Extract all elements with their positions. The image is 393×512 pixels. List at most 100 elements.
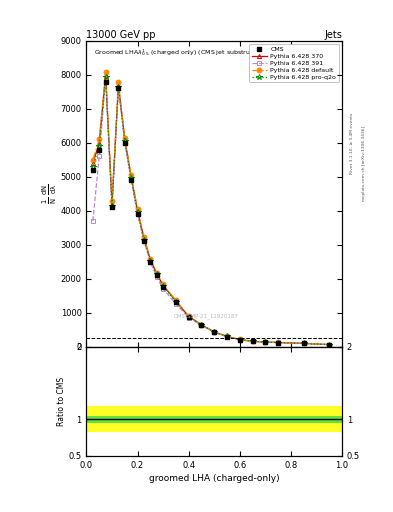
Pythia 6.428 370 [123,136,127,142]
CMS [263,339,268,345]
Pythia 6.428 pro-q2o [276,339,281,346]
Pythia 6.428 391 [174,301,178,307]
CMS [174,300,178,306]
Pythia 6.428 391 [250,338,255,345]
Pythia 6.428 default [154,270,159,276]
Pythia 6.428 391 [301,340,306,347]
Pythia 6.428 391 [154,274,159,280]
Pythia 6.428 391 [110,204,114,210]
CMS [110,204,114,210]
CMS [154,272,159,279]
Pythia 6.428 391 [199,322,204,328]
CMS [225,334,230,340]
CMS [103,79,108,85]
Pythia 6.428 391 [186,314,191,321]
Text: Jets: Jets [324,30,342,40]
CMS [97,146,101,153]
Pythia 6.428 default [123,135,127,141]
Text: 13000 GeV pp: 13000 GeV pp [86,30,156,40]
Pythia 6.428 default [186,313,191,319]
Pythia 6.428 pro-q2o [116,84,121,90]
Pythia 6.428 391 [90,218,95,224]
Pythia 6.428 370 [103,72,108,78]
Pythia 6.428 370 [148,257,152,263]
Pythia 6.428 default [129,172,134,178]
Pythia 6.428 default [103,69,108,75]
Pythia 6.428 391 [116,86,121,92]
Pythia 6.428 pro-q2o [199,322,204,328]
Pythia 6.428 pro-q2o [103,74,108,80]
Pythia 6.428 370 [90,160,95,166]
Pythia 6.428 370 [250,338,255,345]
CMS [123,140,127,146]
Pythia 6.428 370 [154,270,159,276]
Line: Pythia 6.428 370: Pythia 6.428 370 [91,73,331,347]
Pythia 6.428 default [110,198,114,204]
Pythia 6.428 370 [263,339,268,345]
Pythia 6.428 391 [135,211,140,217]
Y-axis label: $\frac{1}{\rm N}\ \frac{{\rm d}N}{{\rm d}\lambda}$: $\frac{1}{\rm N}\ \frac{{\rm d}N}{{\rm d… [41,183,59,204]
Pythia 6.428 pro-q2o [212,329,217,335]
CMS [148,259,152,265]
Line: Pythia 6.428 391: Pythia 6.428 391 [91,76,331,347]
Pythia 6.428 pro-q2o [90,163,95,169]
Pythia 6.428 391 [263,339,268,345]
Pythia 6.428 391 [129,177,134,183]
Pythia 6.428 default [276,339,281,346]
Pythia 6.428 370 [161,282,165,288]
Pythia 6.428 370 [116,82,121,88]
Pythia 6.428 391 [327,342,332,348]
CMS [250,338,255,345]
Pythia 6.428 pro-q2o [250,338,255,345]
Pythia 6.428 pro-q2o [141,237,146,243]
Pythia 6.428 370 [135,208,140,214]
Pythia 6.428 default [90,157,95,163]
Pythia 6.428 default [225,333,230,339]
Pythia 6.428 391 [123,140,127,146]
Pythia 6.428 370 [199,322,204,328]
Pythia 6.428 391 [225,333,230,339]
Pythia 6.428 370 [212,329,217,335]
CMS [161,284,165,290]
Pythia 6.428 391 [161,286,165,292]
X-axis label: groomed LHA (charged-only): groomed LHA (charged-only) [149,474,279,483]
Pythia 6.428 391 [276,339,281,346]
Pythia 6.428 pro-q2o [301,340,306,347]
Pythia 6.428 pro-q2o [97,143,101,150]
CMS [90,167,95,173]
Pythia 6.428 391 [103,75,108,81]
Pythia 6.428 391 [148,259,152,265]
Pythia 6.428 pro-q2o [225,333,230,339]
Pythia 6.428 pro-q2o [123,138,127,144]
Y-axis label: Ratio to CMS: Ratio to CMS [57,376,66,425]
Pythia 6.428 default [141,234,146,240]
Pythia 6.428 370 [327,342,332,348]
Pythia 6.428 pro-q2o [148,258,152,264]
Pythia 6.428 pro-q2o [327,342,332,348]
Pythia 6.428 default [148,256,152,262]
CMS [116,86,121,92]
CMS [186,314,191,320]
Pythia 6.428 pro-q2o [186,313,191,319]
Pythia 6.428 default [237,336,242,343]
CMS [276,339,281,346]
Pythia 6.428 default [135,206,140,212]
Pythia 6.428 pro-q2o [135,209,140,216]
Pythia 6.428 pro-q2o [263,339,268,345]
Pythia 6.428 391 [141,238,146,244]
Pythia 6.428 default [174,297,178,304]
Pythia 6.428 370 [237,336,242,343]
Pythia 6.428 370 [110,201,114,207]
Line: Pythia 6.428 pro-q2o: Pythia 6.428 pro-q2o [90,74,332,347]
Text: Groomed LHA$\lambda^{1}_{0.5}$ (charged only) (CMS jet substructure): Groomed LHA$\lambda^{1}_{0.5}$ (charged … [94,47,270,58]
Text: mcplots.cern.ch [arXiv:1306.3436]: mcplots.cern.ch [arXiv:1306.3436] [362,126,365,201]
Pythia 6.428 default [161,281,165,287]
Line: CMS: CMS [90,79,332,347]
Pythia 6.428 default [327,342,332,348]
Pythia 6.428 default [199,322,204,328]
Pythia 6.428 370 [129,174,134,180]
Pythia 6.428 370 [141,235,146,241]
Pythia 6.428 370 [301,340,306,347]
Legend: CMS, Pythia 6.428 370, Pythia 6.428 391, Pythia 6.428 default, Pythia 6.428 pro-: CMS, Pythia 6.428 370, Pythia 6.428 391,… [249,44,339,82]
Pythia 6.428 default [116,79,121,85]
